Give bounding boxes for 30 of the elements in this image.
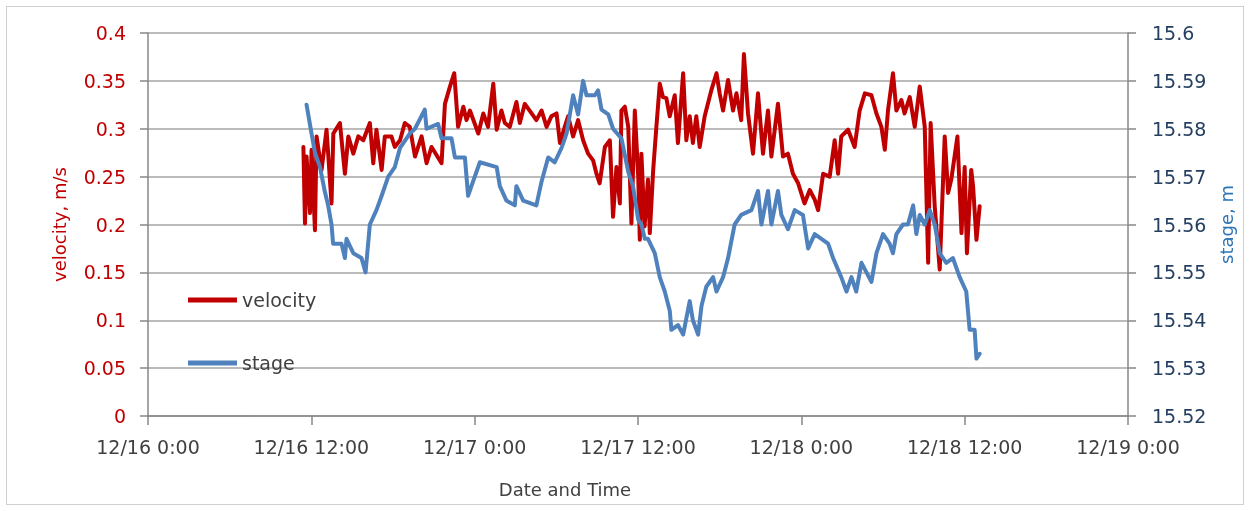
- legend-label: stage: [242, 352, 295, 374]
- x-tick-label: 12/19 0:00: [1076, 435, 1180, 458]
- y2-tick-label: 15.59: [1152, 69, 1207, 92]
- y-tick-label: 0.15: [83, 261, 126, 284]
- y2-axis-title: stage, m: [1215, 185, 1237, 264]
- y2-tick-label: 15.52: [1152, 405, 1207, 427]
- y-tick-label: 0: [113, 405, 126, 427]
- y-tick-label: 0.3: [95, 117, 126, 140]
- legend-label: velocity: [242, 289, 317, 311]
- x-tick-label: 12/17 12:00: [580, 435, 696, 458]
- y-axis-title: velocity, m/s: [48, 167, 70, 282]
- y2-tick-label: 15.56: [1152, 213, 1207, 236]
- y-tick-label: 0.25: [83, 165, 126, 188]
- x-tick-label: 12/16 12:00: [253, 435, 370, 458]
- x-tick-label: 12/17 0:00: [422, 435, 527, 458]
- y2-tick-label: 15.57: [1152, 165, 1207, 188]
- x-tick-label: 12/16 0:00: [96, 435, 200, 458]
- y-tick-label: 0.4: [95, 22, 126, 44]
- x-tick-label: 12/18 0:00: [749, 435, 854, 458]
- x-tick-label: 12/18 12:00: [906, 435, 1023, 458]
- y2-tick-label: 15.55: [1152, 261, 1207, 284]
- y2-tick-label: 15.53: [1152, 357, 1207, 380]
- y2-tick-label: 15.6: [1152, 22, 1195, 44]
- y2-tick-label: 15.54: [1152, 309, 1207, 332]
- y-tick-label: 0.35: [83, 69, 126, 92]
- y-tick-label: 0.05: [83, 357, 126, 380]
- y2-tick-label: 15.58: [1152, 117, 1207, 140]
- y-tick-label: 0.2: [95, 213, 126, 236]
- y-tick-label: 0.1: [95, 309, 126, 332]
- x-axis-title: Date and Time: [498, 478, 632, 500]
